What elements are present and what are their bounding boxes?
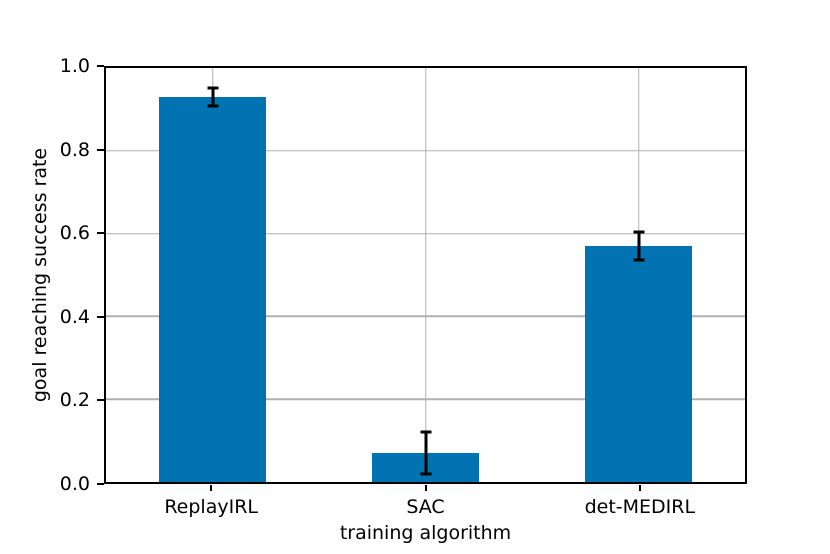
x-tick-mark	[638, 485, 641, 491]
y-tick-label: 0.4	[59, 305, 90, 328]
y-tick-label: 0.0	[59, 473, 90, 495]
y-tick-mark	[97, 399, 104, 402]
error-bar-cap-top	[420, 430, 431, 434]
bar-det-medirl	[585, 246, 692, 482]
error-bar-line	[424, 431, 427, 475]
x-axis-label: training algorithm	[339, 522, 512, 544]
error-bar-cap-bottom	[420, 472, 431, 476]
y-tick-label: 1.0	[59, 55, 90, 77]
x-tick-mark	[210, 485, 213, 491]
bar-replayirl	[159, 96, 266, 482]
error-bar-cap-top	[633, 230, 644, 234]
x-tick-label: ReplayIRL	[164, 496, 258, 518]
error-bar-cap-top	[207, 86, 218, 90]
x-tick-label: SAC	[406, 496, 445, 518]
y-tick-mark	[97, 232, 104, 235]
x-tick-mark	[424, 485, 427, 491]
y-axis-label: goal reaching success rate	[29, 147, 51, 403]
error-bar-line	[211, 87, 214, 107]
x-tick-label: det-MEDIRL	[584, 496, 696, 518]
y-tick-mark	[97, 148, 104, 151]
y-tick-mark	[97, 483, 104, 485]
error-bar-cap-bottom	[633, 258, 644, 262]
error-bar-line	[637, 232, 640, 260]
plot-area	[104, 66, 747, 484]
error-bars-layer	[106, 68, 745, 482]
error-bar-cap-bottom	[207, 104, 218, 108]
y-tick-mark	[97, 65, 104, 67]
y-tick-label: 0.2	[59, 389, 90, 412]
y-tick-label: 0.6	[59, 222, 90, 245]
y-tick-label: 0.8	[59, 138, 90, 161]
x-gridline	[424, 68, 427, 482]
bars-layer	[106, 68, 745, 482]
y-tick-mark	[97, 315, 104, 318]
